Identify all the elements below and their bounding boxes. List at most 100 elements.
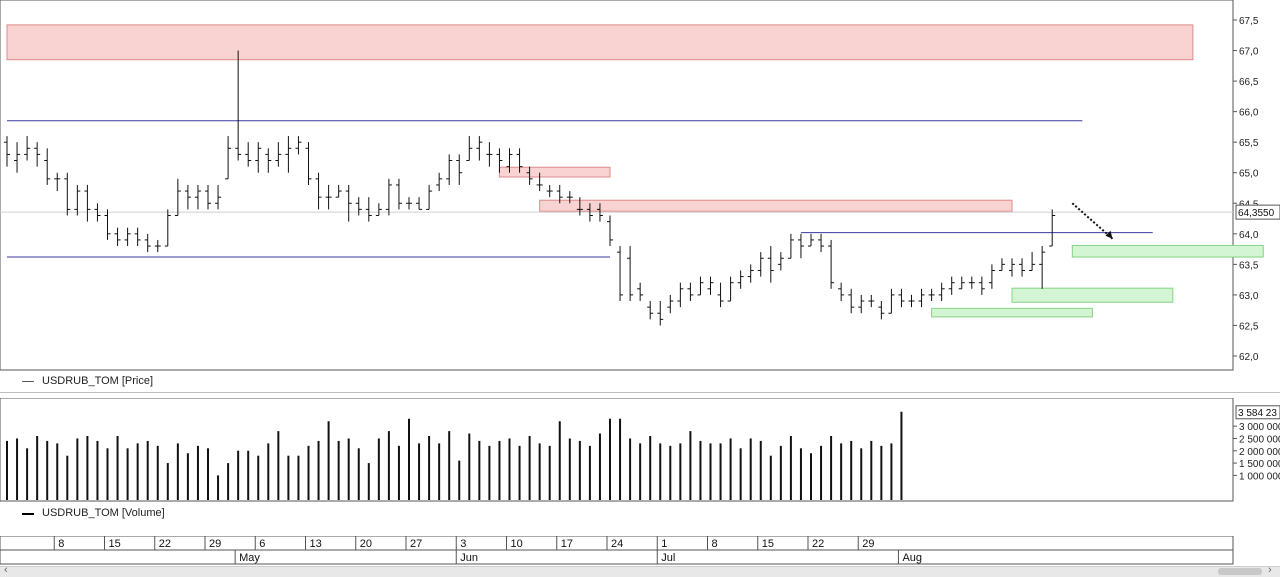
- support-zone-5: [931, 307, 1093, 318]
- last-volume-label: 3 584 23: [1238, 408, 1277, 419]
- date-tick-label: 27: [410, 538, 422, 550]
- ohlc-bar: [335, 184, 342, 198]
- price-y-tick-label: 62,5: [1239, 321, 1259, 332]
- ohlc-bar: [84, 184, 91, 222]
- ohlc-bar: [416, 197, 423, 210]
- date-tick-label: 15: [109, 538, 121, 550]
- ohlc-bar: [295, 136, 302, 155]
- last-price-label: 64,3550: [1238, 208, 1275, 219]
- ohlc-bar: [757, 252, 764, 277]
- ohlc-bar: [627, 246, 634, 302]
- ohlc-bar: [315, 172, 322, 210]
- ohlc-bar: [526, 166, 533, 185]
- date-tick-label: 17: [561, 538, 573, 550]
- volume-plot-area: [0, 398, 1234, 502]
- ohlc-bar: [717, 282, 724, 308]
- ohlc-bar: [255, 142, 262, 173]
- ohlc-bar: [14, 142, 21, 173]
- ohlc-bar: [305, 142, 312, 185]
- month-label: May: [239, 552, 260, 564]
- ohlc-bar: [54, 172, 61, 192]
- date-tick-label: 15: [762, 538, 774, 550]
- ohlc-bar: [1009, 258, 1015, 277]
- ohlc-bar: [667, 294, 674, 314]
- price-y-tick-label: 65,0: [1239, 169, 1259, 180]
- ohlc-bar: [928, 288, 935, 302]
- price-y-tick-label: 67,5: [1239, 16, 1259, 27]
- price-y-tick-label: 65,5: [1239, 138, 1259, 149]
- ohlc-bar: [154, 239, 161, 253]
- date-tick-label: 22: [159, 538, 171, 550]
- ohlc-bar: [596, 203, 603, 222]
- trend-arrow-line: [1071, 202, 1114, 240]
- ohlc-bar: [124, 227, 131, 247]
- ohlc-bar: [4, 136, 10, 167]
- volume-legend: USDRUB_TOM [Volume]: [0, 504, 1280, 522]
- date-tick-label: 20: [360, 538, 372, 550]
- ohlc-bar: [546, 184, 553, 198]
- ohlc-bar: [375, 203, 382, 216]
- month-label: Jul: [661, 552, 675, 564]
- price-legend-swatch: [22, 381, 34, 382]
- ohlc-bar: [1049, 209, 1056, 247]
- price-legend-label: USDRUB_TOM [Price]: [42, 375, 154, 387]
- ohlc-bar: [235, 50, 242, 161]
- horizontal-scrollbar[interactable]: ‹ ›: [0, 564, 1280, 577]
- ohlc-bar: [245, 142, 252, 167]
- scroll-left-icon[interactable]: ‹: [4, 564, 8, 576]
- month-label: Aug: [902, 552, 922, 564]
- ohlc-bar: [576, 197, 583, 216]
- price-y-tick-label: 66,5: [1239, 77, 1259, 88]
- ohlc-bar: [767, 246, 774, 283]
- ohlc-bar: [184, 184, 191, 210]
- date-tick-label: 8: [712, 538, 718, 550]
- ohlc-bar: [657, 301, 664, 326]
- ohlc-bar: [858, 294, 865, 314]
- ohlc-bar: [355, 197, 362, 216]
- ohlc-bar: [64, 172, 71, 216]
- ohlc-bar: [496, 148, 503, 173]
- ohlc-bar: [144, 233, 151, 253]
- ohlc-bar: [104, 209, 111, 240]
- ohlc-bar: [225, 136, 232, 180]
- date-tick-label: 3: [460, 538, 466, 550]
- ohlc-bar: [395, 178, 402, 210]
- ohlc-bar: [777, 252, 784, 271]
- ohlc-bar: [466, 136, 473, 162]
- ohlc-bar: [265, 148, 272, 173]
- ohlc-bar: [556, 184, 563, 204]
- ohlc-bar: [34, 142, 41, 167]
- ohlc-bar: [888, 288, 895, 314]
- ohlc-bar: [325, 184, 332, 210]
- volume-y-tick-label: 1 500 000: [1239, 459, 1280, 470]
- volume-y-tick-label: 2 500 000: [1239, 434, 1280, 445]
- ohlc-bar: [1039, 246, 1046, 289]
- ohlc-bar: [908, 294, 915, 308]
- ohlc-bar: [586, 203, 593, 222]
- ohlc-bar: [426, 184, 433, 210]
- date-tick-label: 8: [58, 538, 64, 550]
- ohlc-bar: [828, 239, 835, 289]
- price-y-tick-label: 67,0: [1239, 47, 1259, 58]
- ohlc-bar: [365, 197, 372, 222]
- date-tick-label: 6: [259, 538, 265, 550]
- price-chart[interactable]: 67,567,066,566,065,565,064,564,063,563,0…: [0, 0, 1280, 372]
- ohlc-bar: [958, 276, 965, 290]
- scroll-thumb[interactable]: [1218, 568, 1262, 575]
- ohlc-bar: [938, 282, 945, 302]
- ohlc-bar: [164, 209, 171, 247]
- date-tick-label: 22: [812, 538, 824, 550]
- price-y-tick-label: 63,5: [1239, 260, 1259, 271]
- ohlc-bar: [637, 282, 644, 302]
- ohlc-bar: [215, 184, 222, 210]
- ohlc-bar: [194, 184, 201, 210]
- date-tick-label: 29: [209, 538, 221, 550]
- ohlc-bar: [797, 233, 804, 259]
- scroll-right-icon[interactable]: ›: [1268, 564, 1272, 576]
- volume-legend-swatch: [22, 513, 34, 515]
- ohlc-bar: [406, 197, 412, 210]
- ohlc-bar: [787, 233, 794, 259]
- volume-legend-label: USDRUB_TOM [Volume]: [42, 507, 165, 519]
- price-y-tick-label: 64,0: [1239, 230, 1259, 241]
